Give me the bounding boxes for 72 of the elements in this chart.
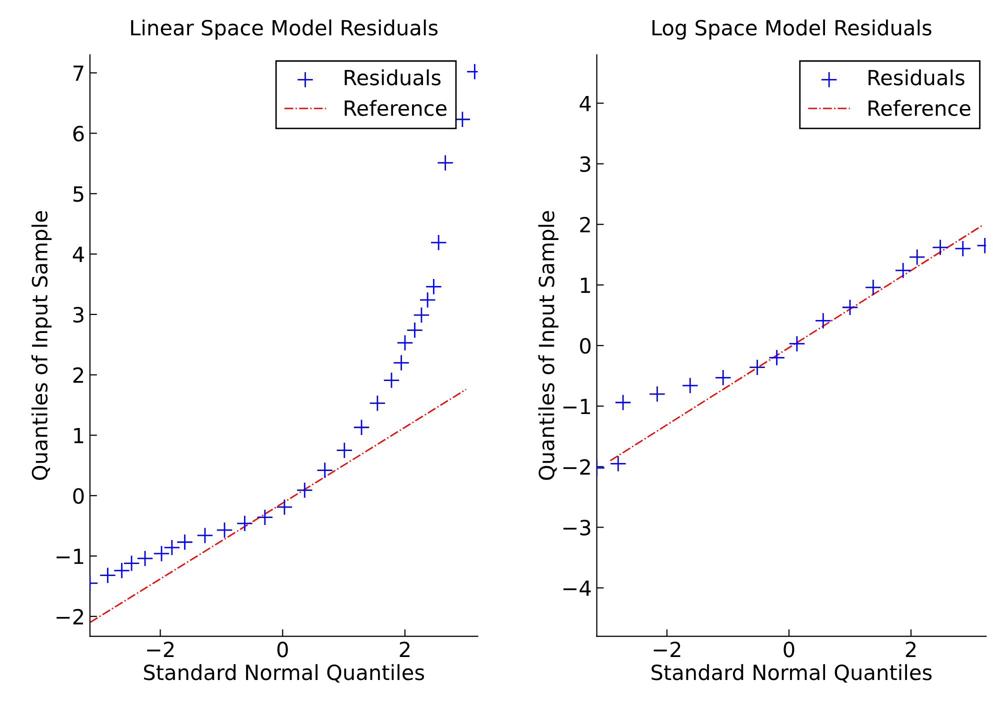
y-tick-label: 0 — [73, 488, 84, 504]
legend-label: Residuals — [868, 69, 964, 86]
x-axis-title: Standard Normal Quantiles — [652, 664, 932, 683]
point — [176, 534, 194, 550]
point — [714, 369, 732, 386]
point — [788, 335, 806, 352]
y-tick-label: −2 — [563, 459, 590, 475]
y-tick-label: 1 — [580, 278, 590, 293]
x-tick-label: 0 — [784, 642, 794, 658]
y-tick-label: 6 — [73, 126, 84, 142]
point — [392, 354, 410, 372]
point — [369, 394, 386, 412]
y-tick-label: 2 — [73, 367, 84, 383]
point — [216, 522, 233, 538]
x-tick-label: 2 — [906, 642, 916, 658]
y-tick-label: 2 — [580, 216, 590, 232]
point — [932, 239, 949, 256]
point — [383, 372, 400, 389]
point — [430, 234, 447, 251]
y-tick-label: 4 — [580, 96, 591, 112]
x-tick-label: −2 — [654, 642, 680, 658]
y-tick-label: 3 — [73, 306, 84, 323]
point — [425, 278, 442, 295]
y-tick-label: −1 — [56, 548, 84, 564]
point — [296, 482, 313, 498]
point — [864, 279, 882, 296]
y-tick-label: 0 — [580, 338, 591, 354]
point — [954, 240, 972, 257]
point — [406, 322, 424, 338]
x-tick-label: 0 — [277, 642, 288, 658]
point — [842, 299, 858, 316]
point — [682, 377, 698, 394]
point — [814, 312, 832, 330]
point — [276, 498, 293, 516]
point — [419, 292, 436, 308]
point — [336, 442, 353, 459]
chart-title: Linear Space Model Residuals — [131, 19, 438, 40]
point — [196, 527, 214, 544]
y-tick-label: 1 — [74, 428, 84, 444]
legend-label: Reference — [868, 100, 970, 116]
point — [256, 509, 274, 526]
y-axis-title: Quantiles of Input Sample — [31, 211, 52, 480]
legend-label: Residuals — [344, 69, 441, 86]
point — [610, 455, 626, 472]
point — [648, 386, 666, 402]
y-tick-label: −4 — [563, 580, 591, 596]
x-tick-label: −2 — [147, 642, 174, 658]
point — [768, 349, 786, 366]
point — [908, 248, 926, 266]
y-tick-label: 5 — [73, 186, 84, 202]
point — [894, 262, 912, 279]
y-tick-label: 3 — [580, 156, 590, 172]
point — [437, 154, 454, 172]
point — [396, 334, 414, 352]
x-tick-label: 2 — [400, 642, 410, 658]
y-tick-label: 7 — [74, 66, 84, 81]
point — [136, 550, 154, 567]
y-tick-label: −1 — [563, 398, 590, 414]
point — [99, 567, 116, 584]
point — [748, 359, 766, 376]
x-axis-title: Standard Normal Quantiles — [144, 664, 424, 683]
y-axis-title: Quantiles of Input Sample — [538, 211, 558, 480]
chart-title: Log Space Model Residuals — [652, 19, 932, 40]
y-tick-label: −3 — [563, 520, 590, 536]
y-tick-label: −2 — [56, 608, 84, 624]
point — [614, 394, 632, 411]
y-tick-label: 4 — [72, 246, 84, 262]
point — [353, 419, 370, 436]
legend-label: Reference — [344, 100, 447, 116]
point — [316, 462, 334, 479]
point — [236, 515, 254, 532]
point — [413, 306, 430, 324]
